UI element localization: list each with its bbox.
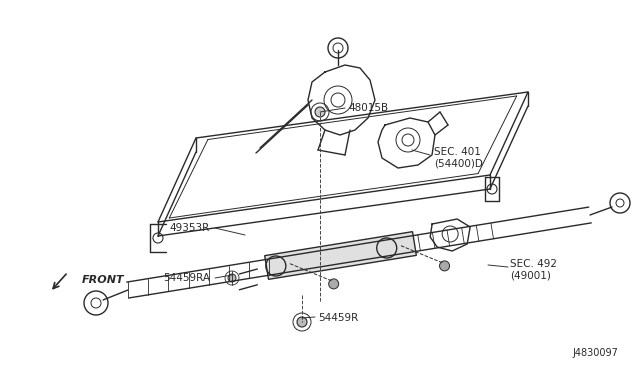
- Text: 54459RA: 54459RA: [163, 273, 210, 283]
- Text: FRONT: FRONT: [82, 275, 125, 285]
- Text: J4830097: J4830097: [572, 348, 618, 358]
- Circle shape: [315, 107, 325, 117]
- Text: SEC. 401: SEC. 401: [434, 147, 481, 157]
- Circle shape: [329, 279, 339, 289]
- Polygon shape: [265, 232, 417, 279]
- Circle shape: [228, 274, 236, 282]
- Text: 49353R: 49353R: [170, 223, 210, 233]
- Text: SEC. 492: SEC. 492: [510, 259, 557, 269]
- Text: 54459R: 54459R: [318, 313, 358, 323]
- Circle shape: [297, 317, 307, 327]
- Circle shape: [440, 261, 449, 271]
- Text: (54400)D: (54400)D: [434, 158, 483, 168]
- Text: (49001): (49001): [510, 270, 551, 280]
- Text: 48015B: 48015B: [348, 103, 388, 113]
